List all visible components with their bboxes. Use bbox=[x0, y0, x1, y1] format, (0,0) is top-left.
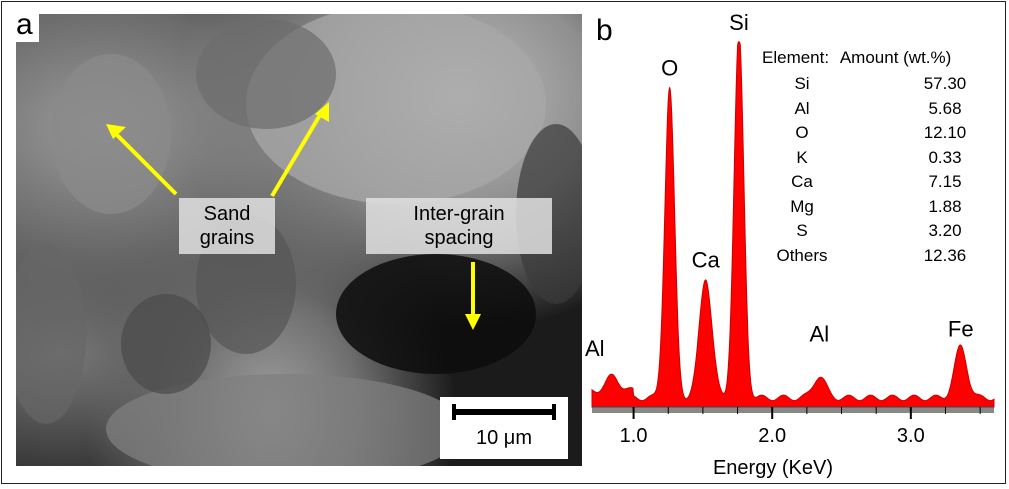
arrow-sand-left bbox=[110, 128, 178, 196]
peak-label: Fe bbox=[948, 317, 974, 342]
element-amount: 0.33 bbox=[928, 147, 962, 167]
element-symbol: Ca bbox=[791, 172, 813, 191]
eds-spectrum-chart: 1.0 2.0 3.0 Energy (KeV) Al O Ca Si Al Fe bbox=[585, 10, 995, 479]
x-tick-label: 1.0 bbox=[620, 425, 648, 447]
element-symbol: Al bbox=[794, 98, 810, 118]
panel-letter-b: b bbox=[596, 14, 613, 47]
element-symbol: Mg bbox=[790, 196, 814, 216]
element-symbol: S bbox=[796, 221, 808, 240]
sand-grains-label: Sand grains bbox=[179, 198, 275, 254]
peak-label: O bbox=[661, 55, 678, 80]
element-symbol: K bbox=[796, 147, 808, 167]
x-tick-label: 3.0 bbox=[897, 425, 925, 447]
inter-grain-spacing-label: Inter-grain spacing bbox=[366, 198, 552, 254]
element-amount: 12.10 bbox=[923, 123, 967, 142]
header-amount: Amount (wt.%) bbox=[839, 48, 952, 67]
x-tick-label: 2.0 bbox=[758, 425, 786, 447]
element-symbol: Others bbox=[776, 245, 828, 265]
element-amount: 12.36 bbox=[923, 245, 967, 265]
element-amount: 1.88 bbox=[928, 196, 962, 216]
scale-bar-label: 10 μm bbox=[476, 427, 532, 449]
sem-micrograph-panel: Sand grains Inter-grain spacing 10 μm bbox=[16, 14, 582, 466]
scale-bar-box: 10 μm bbox=[440, 397, 568, 459]
header-element: Element: bbox=[762, 48, 830, 67]
scale-bar bbox=[452, 404, 556, 420]
arrow-sand-right bbox=[270, 108, 325, 198]
element-amount: 3.20 bbox=[928, 221, 962, 240]
x-axis-label: Energy (KeV) bbox=[713, 457, 833, 479]
x-axis-line bbox=[592, 407, 994, 413]
panel-letter-a: a bbox=[10, 10, 39, 42]
peak-label: Al bbox=[585, 336, 605, 361]
sem-texture bbox=[16, 14, 582, 466]
element-amount: 7.15 bbox=[928, 172, 962, 191]
element-amount: 57.30 bbox=[923, 74, 967, 93]
element-symbol: O bbox=[795, 123, 809, 142]
element-symbol: Si bbox=[794, 74, 810, 93]
element-amount: 5.68 bbox=[928, 98, 962, 118]
peak-label: Ca bbox=[692, 247, 721, 272]
peak-label: Al bbox=[810, 321, 830, 346]
spectrum-area bbox=[591, 41, 995, 408]
table-header: Element: Amount (wt.%) bbox=[762, 48, 951, 68]
peak-label: Si bbox=[729, 10, 749, 35]
